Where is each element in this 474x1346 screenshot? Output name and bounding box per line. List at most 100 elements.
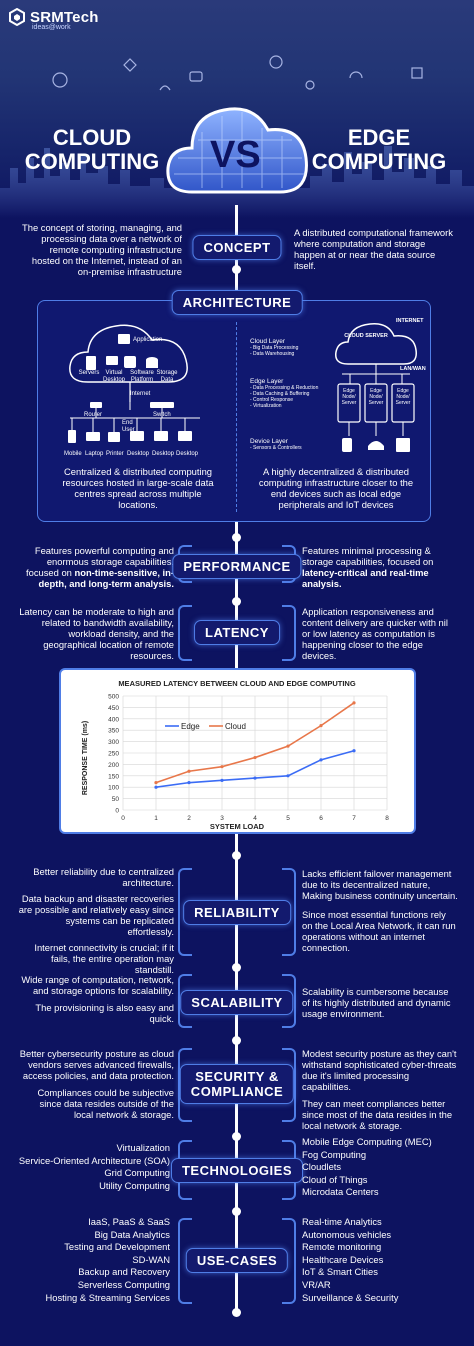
technologies-edge-list: Mobile Edge Computing (MEC) Fog Computin…: [302, 1136, 458, 1199]
technology-item: Utility Computing: [99, 1179, 170, 1191]
chart-y-tick-label: 100: [108, 785, 119, 792]
technology-item: Grid Computing: [104, 1167, 170, 1179]
chart-point-cloud: [187, 769, 191, 773]
use-case-item: IaaS, PaaS & SaaS: [88, 1216, 170, 1227]
chart-x-tick-label: 2: [187, 815, 191, 822]
technology-item: Cloudlets: [302, 1161, 342, 1173]
usecases-bracket-right: [282, 1218, 296, 1304]
latency-chart-panel: MEASURED LATENCY BETWEEN CLOUD AND EDGE …: [59, 668, 416, 834]
chart-y-tick-label: 300: [108, 739, 119, 746]
chart-x-axis-label: SYSTEM LOAD: [210, 822, 265, 831]
diagram-label-cloud-server: CLOUD SERVER: [344, 333, 388, 339]
chart-y-tick-label: 200: [108, 762, 119, 769]
title-cloud-line1: CLOUD: [52, 125, 132, 150]
performance-cloud-text-plain: Features powerful computing and enormous…: [26, 545, 174, 578]
performance-edge-text-plain: Features minimal processing & storage ca…: [302, 545, 434, 567]
cloud-layer-block: Cloud Layer - Big Data Processing - Data…: [250, 338, 298, 357]
security-bracket-right: [282, 1048, 296, 1122]
scalability-cloud-text: Wide range of computation, network, and …: [18, 974, 174, 1024]
diagram-label-software-platform: Software Platform: [130, 370, 154, 383]
diagram-label-desktop: Desktop: [152, 451, 175, 457]
diagram-label-storage-data: Storage Data: [156, 370, 178, 383]
chart-x-tick-label: 1: [154, 815, 158, 822]
timeline-spine: [235, 522, 238, 670]
technology-item: Cloud of Things: [302, 1173, 368, 1185]
diagram-label-end-user: End User: [122, 420, 135, 433]
latency-bracket-left: [178, 605, 192, 661]
edge-layer-item: - Data Caching & Buffering: [250, 391, 310, 397]
security-edge-point: They can meet compliances better since m…: [302, 1098, 453, 1131]
brand-name: SRMTech: [30, 8, 99, 26]
section-label-latency: LATENCY: [194, 620, 280, 645]
reliability-cloud-point: Internet connectivity is crucial; if it …: [34, 942, 174, 975]
usecases-cloud-list: IaaS, PaaS & SaaS Big Data Analytics Tes…: [18, 1216, 170, 1304]
title-edge-line1: EDGE: [347, 125, 411, 150]
timeline-dot: [232, 1036, 241, 1045]
reliability-cloud-text: Better reliability due to centralized ar…: [18, 866, 174, 975]
diagram-label-internet-edge: INTERNET: [396, 318, 424, 324]
edge-layer-item: - Virtualization: [250, 403, 282, 409]
scalability-cloud-point: The provisioning is also easy and quick.: [35, 1002, 174, 1024]
section-label-concept: CONCEPT: [192, 235, 282, 260]
cloud-layer-item: - Data Warehousing: [250, 351, 295, 357]
chart-legend-label: Edge: [181, 722, 200, 731]
chart-title: MEASURED LATENCY BETWEEN CLOUD AND EDGE …: [118, 679, 356, 688]
technology-item: Microdata Centers: [302, 1186, 379, 1198]
usecases-bracket-left: [178, 1218, 192, 1304]
concept-cloud-text: The concept of storing, managing, and pr…: [22, 222, 182, 277]
section-label-security-compliance: SECURITY & COMPLIANCE: [179, 1064, 295, 1104]
diagram-label-application: Application: [133, 337, 163, 343]
brand-logo[interactable]: SRMTech ideas@work: [8, 8, 99, 31]
edge-layer-title: Edge Layer: [250, 378, 284, 385]
use-case-item: SD-WAN: [132, 1253, 170, 1265]
chart-x-tick-label: 5: [286, 815, 290, 822]
diagram-label-lan-wan: LAN/WAN: [400, 366, 426, 372]
chart-x-tick-label: 7: [352, 815, 356, 822]
use-case-item: Serverless Computing: [77, 1278, 170, 1290]
cloud-layer-item: - Big Data Processing: [250, 345, 299, 351]
reliability-cloud-point: Data backup and disaster recoveries are …: [18, 893, 174, 937]
use-case-item: Backup and Recovery: [78, 1266, 170, 1278]
chart-point-cloud: [154, 781, 158, 785]
timeline-dot: [232, 851, 241, 860]
chart-x-tick-label: 3: [220, 815, 224, 822]
reliability-bracket-left: [178, 868, 192, 956]
scalability-bracket-right: [282, 974, 296, 1028]
diagram-label-virtual-desktop: Virtual Desktop: [102, 370, 125, 383]
chart-y-tick-label: 400: [108, 716, 119, 723]
edge-node-label: Edge Node/ Server: [395, 388, 411, 406]
edge-layer-item: - Data Processing & Reduction: [250, 385, 319, 391]
technology-item: Virtualization: [116, 1142, 170, 1153]
technology-item: Fog Computing: [302, 1148, 367, 1160]
performance-cloud-text-bold: non-time-sensitive, in-depth, and long-t…: [38, 567, 174, 589]
reliability-edge-point: Since most essential functions rely on t…: [302, 909, 456, 953]
architecture-edge-text: A highly decentralized & distributed com…: [258, 466, 414, 510]
technologies-cloud-list: Virtualization Service-Oriented Architec…: [18, 1142, 170, 1192]
edge-architecture-diagram: [335, 323, 417, 452]
diagram-label-desktop: Desktop: [176, 451, 199, 457]
use-case-item: Remote monitoring: [302, 1241, 382, 1253]
edge-layer-block: Edge Layer - Data Processing & Reduction…: [250, 378, 318, 409]
cloud-layer-title: Cloud Layer: [250, 338, 286, 345]
tech-icons-decoration: [52, 55, 423, 91]
cloud-vs-badge-icon: [166, 107, 308, 194]
technology-item: Service-Oriented Architecture (SOA): [18, 1154, 170, 1166]
chart-point-cloud: [319, 724, 323, 728]
chart-y-tick-label: 350: [108, 728, 119, 735]
city-skyline-graphic: [0, 146, 474, 218]
diagram-label-router: Router: [84, 412, 103, 418]
section-label-architecture: ARCHITECTURE: [171, 290, 303, 315]
architecture-cloud-text: Centralized & distributed computing reso…: [62, 466, 214, 510]
section-label-security-line1: SECURITY &: [195, 1069, 279, 1084]
chart-y-tick-label: 450: [108, 705, 119, 712]
brand-tagline: ideas@work: [32, 24, 71, 31]
security-edge-text: Modest security posture as they can't wi…: [302, 1048, 458, 1131]
chart-y-tick-label: 150: [108, 773, 119, 780]
chart-point-edge: [319, 758, 323, 762]
latency-line-chart: MEASURED LATENCY BETWEEN CLOUD AND EDGE …: [82, 679, 389, 831]
chart-point-edge: [220, 778, 224, 782]
use-case-item: VR/AR: [302, 1278, 331, 1290]
performance-edge-text-bold: latency-critical and real-time analysis.: [302, 567, 429, 589]
timeline-dot: [232, 963, 241, 972]
diagram-label-internet: Internet: [130, 391, 151, 397]
